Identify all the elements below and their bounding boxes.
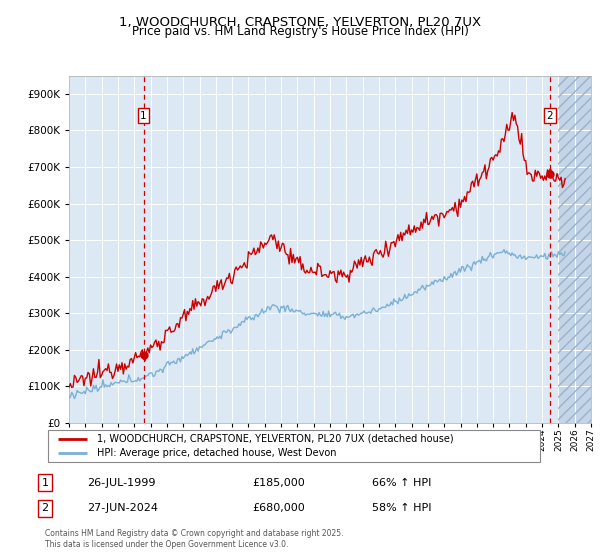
Text: Price paid vs. HM Land Registry's House Price Index (HPI): Price paid vs. HM Land Registry's House … bbox=[131, 25, 469, 38]
Text: 1: 1 bbox=[140, 111, 147, 121]
Text: 27-JUN-2024: 27-JUN-2024 bbox=[87, 503, 158, 514]
FancyBboxPatch shape bbox=[48, 430, 540, 462]
Bar bbox=[559, 76, 591, 423]
Text: 1, WOODCHURCH, CRAPSTONE, YELVERTON, PL20 7UX: 1, WOODCHURCH, CRAPSTONE, YELVERTON, PL2… bbox=[119, 16, 481, 29]
Text: £185,000: £185,000 bbox=[252, 478, 305, 488]
Text: 58% ↑ HPI: 58% ↑ HPI bbox=[372, 503, 431, 514]
Bar bbox=[559, 76, 591, 423]
Text: HPI: Average price, detached house, West Devon: HPI: Average price, detached house, West… bbox=[97, 448, 337, 458]
Text: 2: 2 bbox=[41, 503, 49, 514]
Text: Contains HM Land Registry data © Crown copyright and database right 2025.
This d: Contains HM Land Registry data © Crown c… bbox=[45, 529, 343, 549]
Text: 2: 2 bbox=[547, 111, 553, 121]
Text: 66% ↑ HPI: 66% ↑ HPI bbox=[372, 478, 431, 488]
Text: 1: 1 bbox=[41, 478, 49, 488]
Text: 1, WOODCHURCH, CRAPSTONE, YELVERTON, PL20 7UX (detached house): 1, WOODCHURCH, CRAPSTONE, YELVERTON, PL2… bbox=[97, 433, 454, 444]
Text: £680,000: £680,000 bbox=[252, 503, 305, 514]
Text: 26-JUL-1999: 26-JUL-1999 bbox=[87, 478, 155, 488]
